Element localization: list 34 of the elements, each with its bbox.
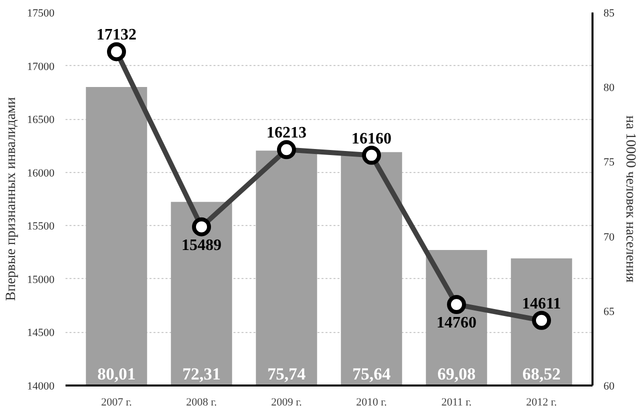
y2-tick-label: 60 — [604, 380, 615, 392]
data-label: 14611 — [522, 295, 562, 312]
y-tick-label: 17500 — [27, 8, 55, 20]
y-tick-label: 15000 — [27, 274, 55, 286]
data-label: 69,08 — [437, 364, 476, 384]
y-tick-label: 16000 — [27, 167, 55, 180]
data-label: 16213 — [266, 124, 306, 142]
y2-tick-label: 85 — [604, 8, 615, 20]
data-label: 72,31 — [182, 364, 221, 384]
y2-tick-label: 80 — [604, 82, 615, 94]
y-tick-label: 16500 — [27, 114, 55, 126]
data-label: 17132 — [96, 26, 136, 44]
y2-tick-label: 65 — [604, 306, 615, 318]
y-tick-label: 17000 — [27, 60, 55, 73]
y-tick-label: 14500 — [27, 327, 55, 340]
x-tick-label: 2012 г. — [526, 396, 558, 408]
x-tick-label: 2010 г. — [356, 396, 388, 408]
x-tick-label: 2008 г. — [186, 396, 218, 408]
x-tick-label: 2009 г. — [271, 396, 302, 408]
x-tick-label: 2011 г. — [441, 396, 472, 408]
x-tick-label: 2007 г. — [101, 396, 132, 408]
y-tick-label: 14000 — [27, 380, 55, 392]
y2-axis-title: на 10000 человек населения — [622, 116, 638, 284]
y2-tick-label: 70 — [604, 231, 615, 244]
y2-tick-label: 75 — [604, 156, 615, 169]
data-label: 68,52 — [522, 364, 561, 384]
y-axis-title: Впервые признанных инвалидами — [4, 96, 19, 301]
data-label: 16160 — [352, 130, 392, 148]
data-label: 15489 — [182, 236, 222, 254]
data-label: 14760 — [436, 314, 476, 332]
data-label: 75,74 — [267, 364, 306, 384]
data-label: 75,64 — [352, 364, 392, 384]
data-label: 80,01 — [97, 364, 136, 384]
y-tick-label: 15500 — [27, 220, 55, 233]
